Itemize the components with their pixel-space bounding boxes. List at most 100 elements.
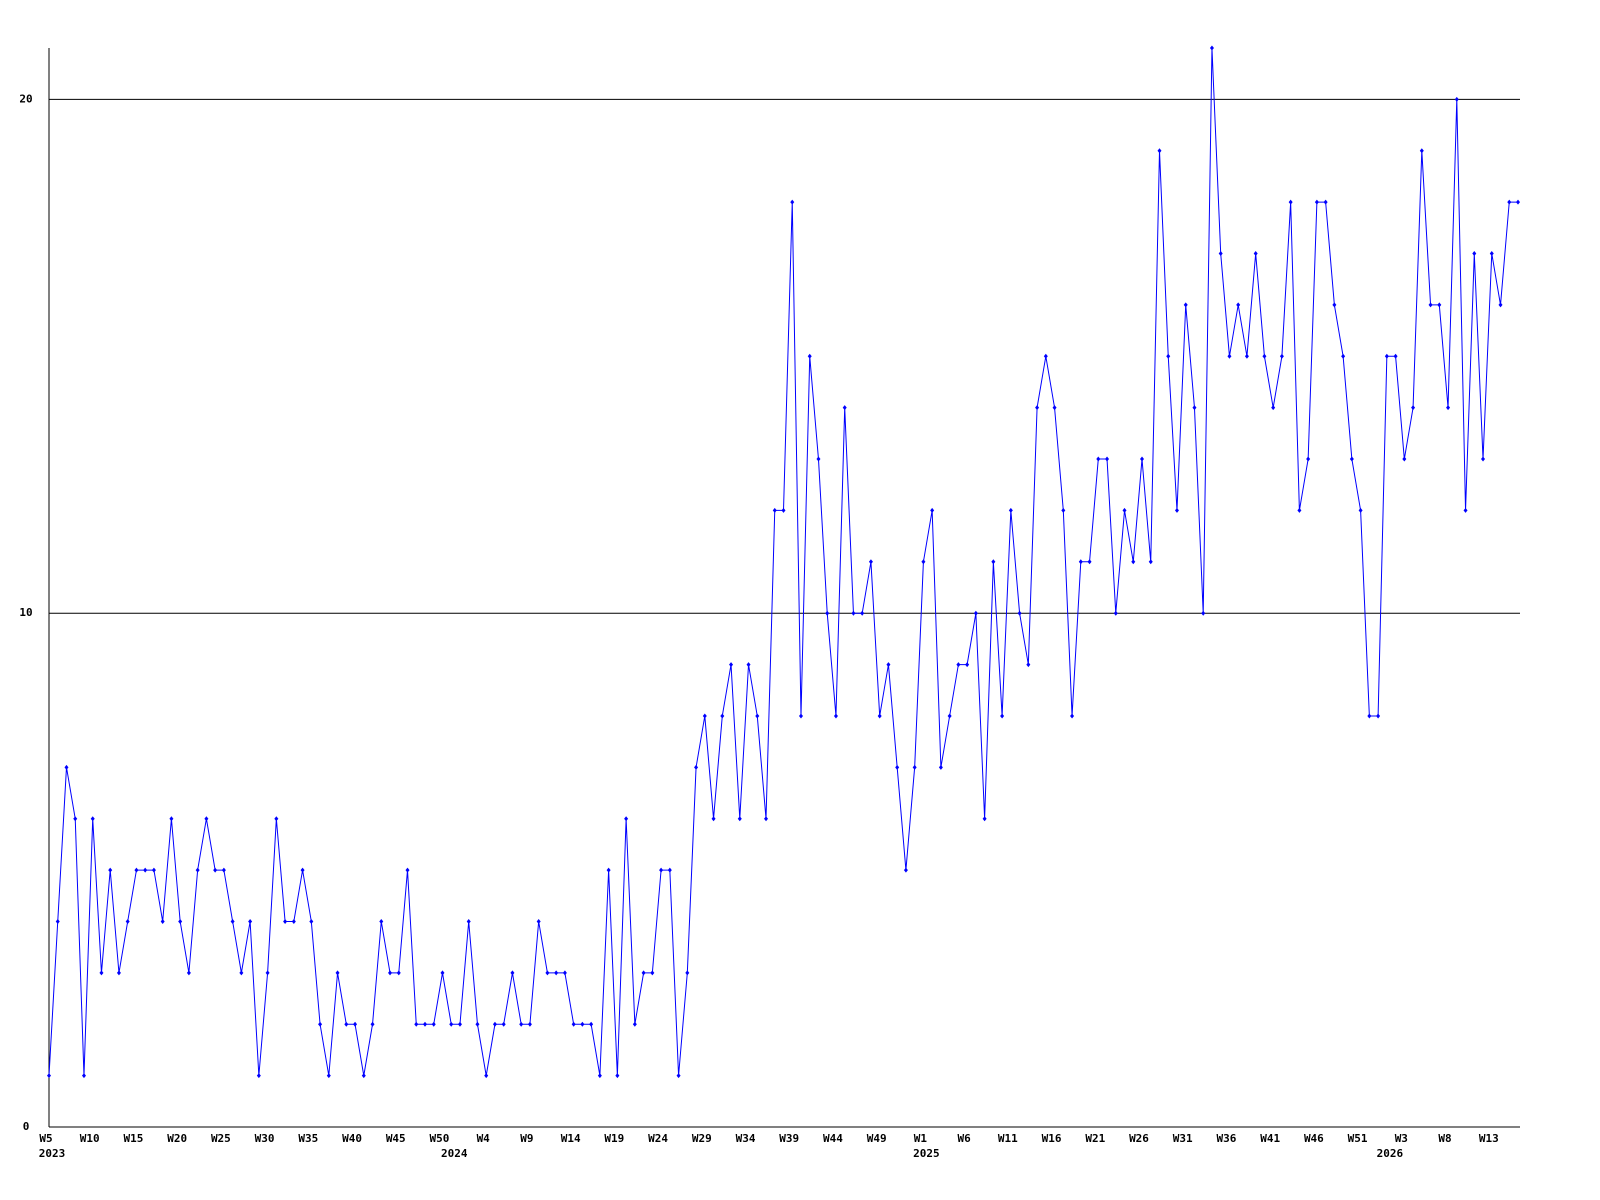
data-point [213, 867, 218, 873]
y-tick-label: 10 [19, 606, 32, 619]
data-point [755, 713, 760, 719]
x-tick-label: W41 [1260, 1132, 1280, 1145]
x-tick-label: W39 [779, 1132, 799, 1145]
data-point [580, 1021, 585, 1027]
data-point [833, 713, 838, 719]
x-tick-label: W11 [998, 1132, 1018, 1145]
data-point [318, 1021, 323, 1027]
data-point [457, 1021, 462, 1027]
data-point [1183, 302, 1188, 308]
data-point [326, 1073, 331, 1079]
data-point [1279, 353, 1284, 359]
data-point [81, 1073, 86, 1079]
data-point [982, 816, 987, 822]
x-tick-label: W4 [477, 1132, 491, 1145]
data-point [1043, 353, 1048, 359]
data-point [1428, 302, 1433, 308]
x-tick-label: W29 [692, 1132, 712, 1145]
data-point [991, 559, 996, 565]
data-point [1148, 559, 1153, 565]
data-point [431, 1021, 436, 1027]
data-point [265, 970, 270, 976]
data-point [1481, 456, 1486, 462]
data-point [720, 713, 725, 719]
x-tick-label: W40 [342, 1132, 362, 1145]
data-point [842, 405, 847, 411]
data-point [230, 918, 235, 924]
data-point [816, 456, 821, 462]
data-point [1201, 610, 1206, 616]
data-point [143, 867, 148, 873]
data-point [414, 1021, 419, 1027]
data-point [64, 764, 69, 770]
data-point [90, 816, 95, 822]
data-point [921, 559, 926, 565]
data-point [519, 1021, 524, 1027]
data-point [1393, 353, 1398, 359]
year-label: 2026 [1377, 1147, 1404, 1160]
data-point [108, 867, 113, 873]
data-point [501, 1021, 506, 1027]
data-point [1122, 507, 1127, 513]
data-point [475, 1021, 480, 1027]
data-point [554, 970, 559, 976]
data-point [1218, 251, 1223, 257]
data-point [1166, 353, 1171, 359]
data-point [694, 764, 699, 770]
data-point [711, 816, 716, 822]
data-point [606, 867, 611, 873]
data-point [860, 610, 865, 616]
data-point [1244, 353, 1249, 359]
data-point [624, 816, 629, 822]
data-point [239, 970, 244, 976]
data-point [1516, 199, 1520, 205]
data-point [650, 970, 655, 976]
data-point [510, 970, 515, 976]
data-point [1341, 353, 1346, 359]
data-point [169, 816, 174, 822]
data-point [737, 816, 742, 822]
data-point [1297, 507, 1302, 513]
data-point [1008, 507, 1013, 513]
data-point [1507, 199, 1512, 205]
data-point [1096, 456, 1101, 462]
year-label: 2024 [441, 1147, 468, 1160]
data-point [1227, 353, 1232, 359]
data-point [702, 713, 707, 719]
data-point [851, 610, 856, 616]
data-point [1472, 251, 1477, 257]
data-point [388, 970, 393, 976]
data-point [781, 507, 786, 513]
data-point [344, 1021, 349, 1027]
data-point [930, 507, 935, 513]
data-point [798, 713, 803, 719]
data-point [912, 764, 917, 770]
data-point [1367, 713, 1372, 719]
data-point [1087, 559, 1092, 565]
data-point [1209, 45, 1214, 51]
data-point [562, 970, 567, 976]
data-point [73, 816, 78, 822]
x-tick-label: W5 [39, 1132, 52, 1145]
data-point [895, 764, 900, 770]
data-point [1446, 405, 1451, 411]
year-label: 2023 [39, 1147, 66, 1160]
data-point [335, 970, 340, 976]
data-point [1253, 251, 1258, 257]
x-tick-label: W46 [1304, 1132, 1324, 1145]
data-point [1489, 251, 1494, 257]
x-tick-label: W36 [1217, 1132, 1237, 1145]
data-point [1236, 302, 1241, 308]
data-point [134, 867, 139, 873]
x-tick-label: W13 [1479, 1132, 1499, 1145]
data-point [772, 507, 777, 513]
data-point [1052, 405, 1057, 411]
y-tick-label: 0 [23, 1120, 30, 1133]
data-point [125, 918, 130, 924]
x-tick-label: W44 [823, 1132, 843, 1145]
data-point [1463, 507, 1468, 513]
data-point [283, 918, 288, 924]
data-point [659, 867, 664, 873]
data-point [597, 1073, 602, 1079]
